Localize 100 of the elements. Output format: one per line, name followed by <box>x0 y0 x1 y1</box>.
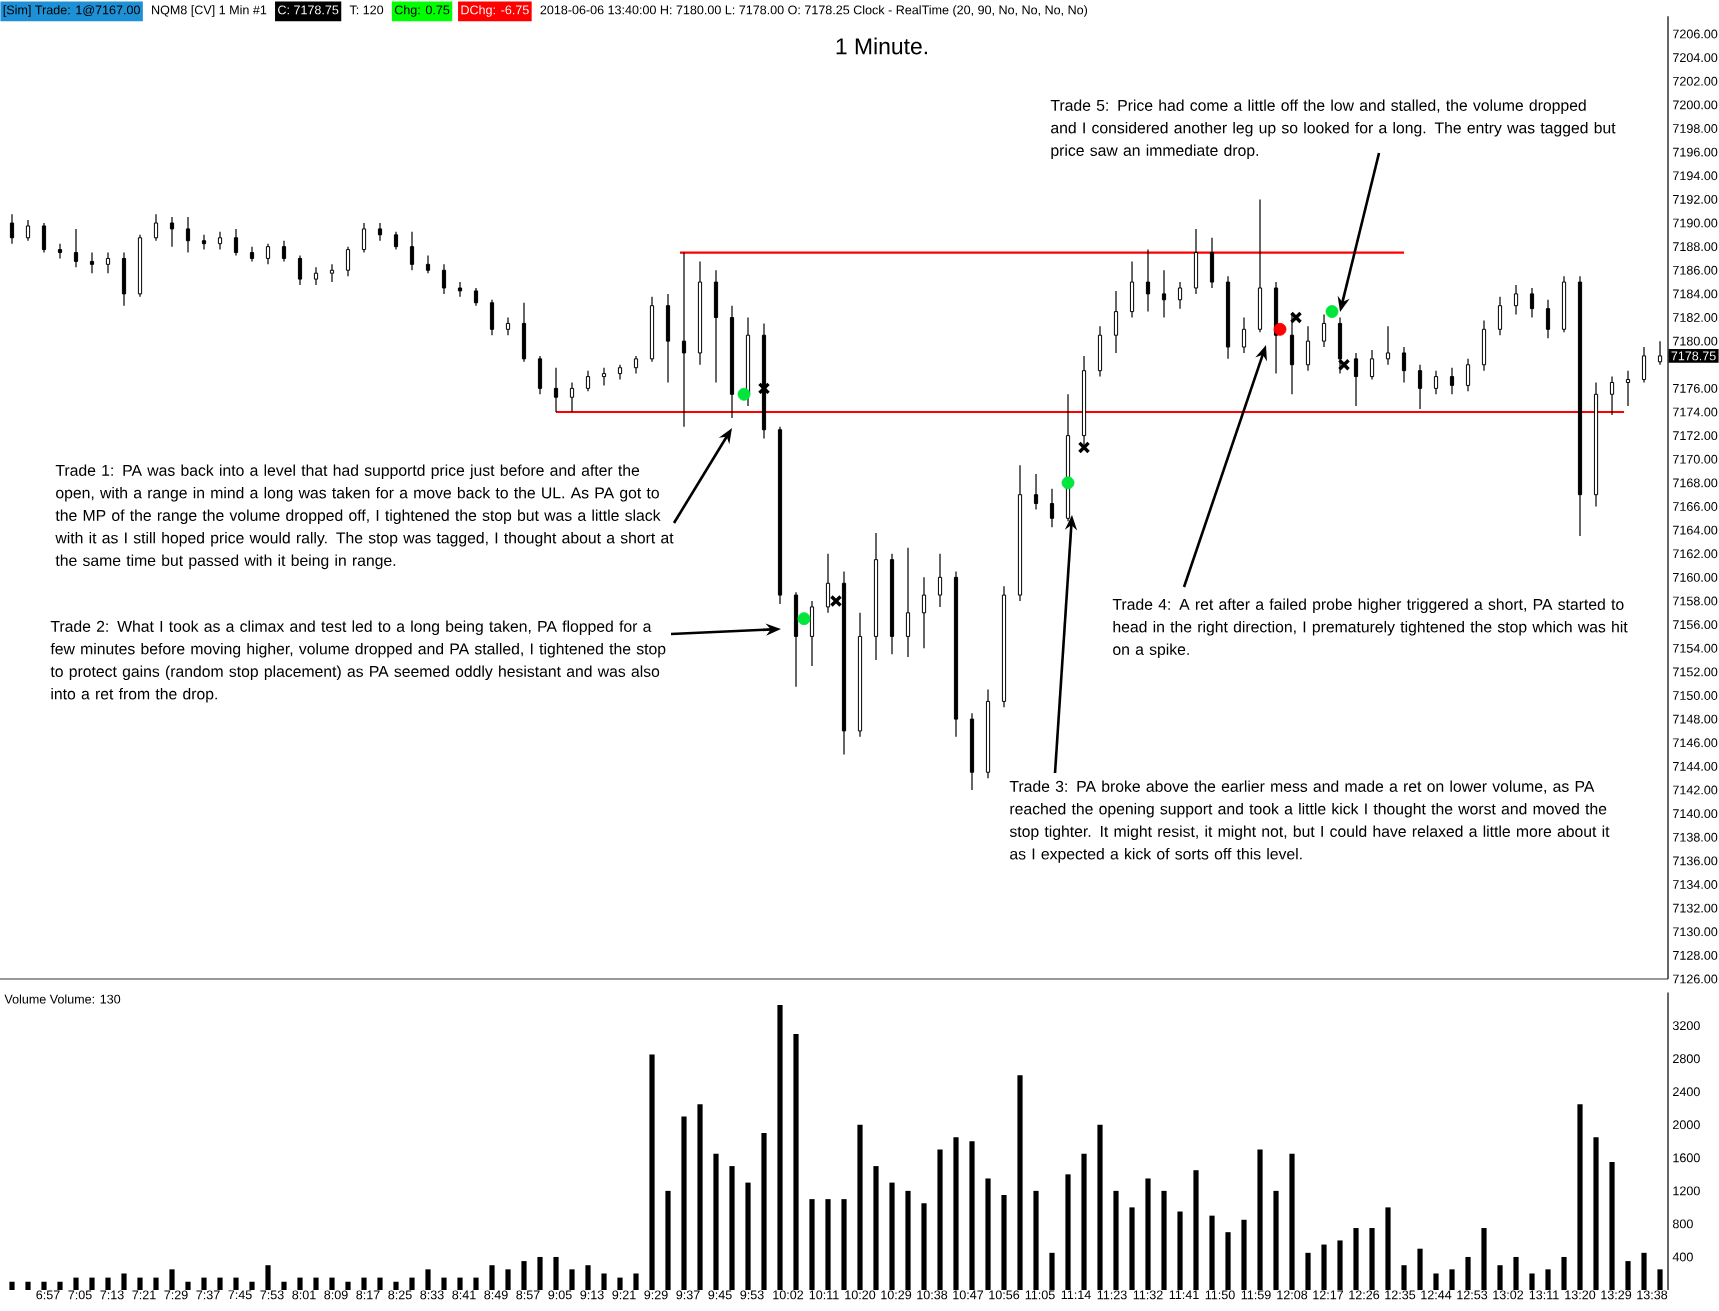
bar <box>297 1277 303 1290</box>
text: 1 Minute. <box>836 37 928 55</box>
bar <box>1177 1211 1183 1290</box>
candlestick <box>553 367 559 413</box>
bar <box>585 1265 591 1290</box>
x-tick-label: 12:26 <box>1349 1290 1380 1300</box>
candlestick <box>1433 370 1439 395</box>
x-tick-label: 10:47 <box>953 1290 984 1300</box>
bar <box>985 1178 991 1290</box>
y-tick-label: 7166.00 <box>1673 502 1718 511</box>
bar <box>1129 1207 1135 1290</box>
bar <box>1321 1244 1327 1290</box>
bar <box>1609 1161 1615 1290</box>
y-tick-label: 7168.00 <box>1673 478 1718 488</box>
y-tick-label: 7138.00 <box>1673 832 1718 842</box>
bar <box>537 1256 543 1290</box>
bar <box>1369 1228 1375 1290</box>
y-tick-label: 7194.00 <box>1673 171 1718 181</box>
annotation: Trade 1: PA was back into a level that had supportd price just before and after the open, with a range in mind a long was taken for a move back to the UL. As PA got to the MP of the range the volume dropped off, I tightened the stop but was a little slack with it as I still hoped price would rally. The stop was tagged, I thought about a short at the same time but passed with it being in range. <box>55 464 674 570</box>
bar <box>1449 1269 1455 1290</box>
y-tick-label: 2400 <box>1673 1087 1700 1097</box>
candlestick <box>1401 346 1407 384</box>
bar <box>249 1281 255 1290</box>
chart-title: Volume Volume: 130 <box>4 994 121 1004</box>
bar <box>1417 1248 1423 1290</box>
candlestick <box>1641 346 1647 384</box>
bar <box>1561 1256 1567 1290</box>
bar <box>713 1153 719 1290</box>
bar <box>1529 1273 1535 1290</box>
bar <box>281 1281 287 1290</box>
bar <box>329 1277 335 1290</box>
bar <box>1113 1190 1119 1290</box>
x-tick-label: 11:32 <box>1133 1290 1163 1300</box>
candlestick <box>153 213 159 242</box>
bar <box>745 1182 751 1290</box>
bar <box>1145 1178 1151 1290</box>
y-tick-label: 2000 <box>1673 1120 1700 1130</box>
bar <box>1065 1174 1071 1290</box>
x-tick-label: 13:38 <box>1637 1290 1668 1300</box>
bar <box>409 1277 415 1290</box>
y-tick-label: 7156.00 <box>1673 620 1718 630</box>
candlestick <box>1321 313 1327 348</box>
candlestick <box>185 216 191 254</box>
bar <box>121 1273 127 1290</box>
candlestick <box>73 228 79 268</box>
y-tick-label: 7202.00 <box>1673 76 1718 86</box>
y-tick-label: 7176.00 <box>1673 383 1718 393</box>
bar <box>1545 1269 1551 1290</box>
candlestick <box>905 547 911 658</box>
y-tick-label: 7190.00 <box>1673 218 1718 228</box>
y-tick-label: 7172.00 <box>1673 431 1718 441</box>
bar <box>841 1199 847 1290</box>
x-tick-label: 11:23 <box>1097 1290 1127 1300</box>
bar <box>1513 1256 1519 1290</box>
bar <box>1433 1273 1439 1290</box>
bar <box>377 1277 383 1290</box>
x-tick-label: 13:02 <box>1493 1290 1524 1300</box>
annotation: Trade 2: What I took as a climax and test led to a long being taken, PA flopped for a few minutes before moving higher, volume dropped and PA stalled, I tightened the stop to protect gains (random stop placement) as PA seemed oddly hesistant and was also into a ret from the drop. <box>50 620 666 703</box>
candlestick <box>233 228 239 257</box>
annotation: DChg: -6.75 <box>461 5 529 17</box>
bar <box>969 1141 975 1290</box>
candlestick <box>505 316 511 336</box>
bar <box>889 1182 895 1290</box>
bar <box>361 1277 367 1290</box>
point <box>737 387 751 401</box>
candlestick <box>937 553 943 608</box>
bar <box>1049 1252 1055 1290</box>
bar <box>153 1277 159 1290</box>
bar <box>57 1281 63 1290</box>
annotation: Chg: 0.75 <box>394 5 450 17</box>
y-tick-label: 7144.00 <box>1673 761 1718 771</box>
x-tick-label: 7:37 <box>196 1290 220 1300</box>
y-tick-label: 7142.00 <box>1673 785 1718 795</box>
bar <box>1465 1256 1471 1290</box>
candlestick <box>57 243 63 260</box>
candlestick <box>265 243 271 265</box>
y-tick-label: 1200 <box>1673 1186 1700 1196</box>
y-tick-label: 7192.00 <box>1673 194 1718 204</box>
bar <box>857 1124 863 1290</box>
bar <box>617 1277 623 1290</box>
candlestick <box>1033 473 1039 511</box>
text: T: 120 <box>349 5 384 15</box>
bar <box>601 1273 607 1290</box>
x-tick-label: 11:05 <box>1025 1290 1055 1300</box>
x-tick-label: 12:17 <box>1313 1290 1344 1300</box>
bar <box>681 1116 687 1290</box>
candlestick <box>1465 358 1471 392</box>
bar <box>1017 1075 1023 1290</box>
x-tick-label: 9:05 <box>548 1290 572 1300</box>
y-tick-label: 7162.00 <box>1673 549 1718 559</box>
y-tick-label: 7204.00 <box>1673 53 1718 63</box>
bar <box>1097 1124 1103 1290</box>
bar <box>265 1265 271 1290</box>
candlestick <box>361 222 367 254</box>
bar <box>1497 1265 1503 1290</box>
bar <box>729 1166 735 1290</box>
candlestick <box>297 254 303 286</box>
y-tick-label: 7136.00 <box>1673 856 1718 866</box>
candlestick <box>345 246 351 277</box>
bar <box>953 1137 959 1290</box>
